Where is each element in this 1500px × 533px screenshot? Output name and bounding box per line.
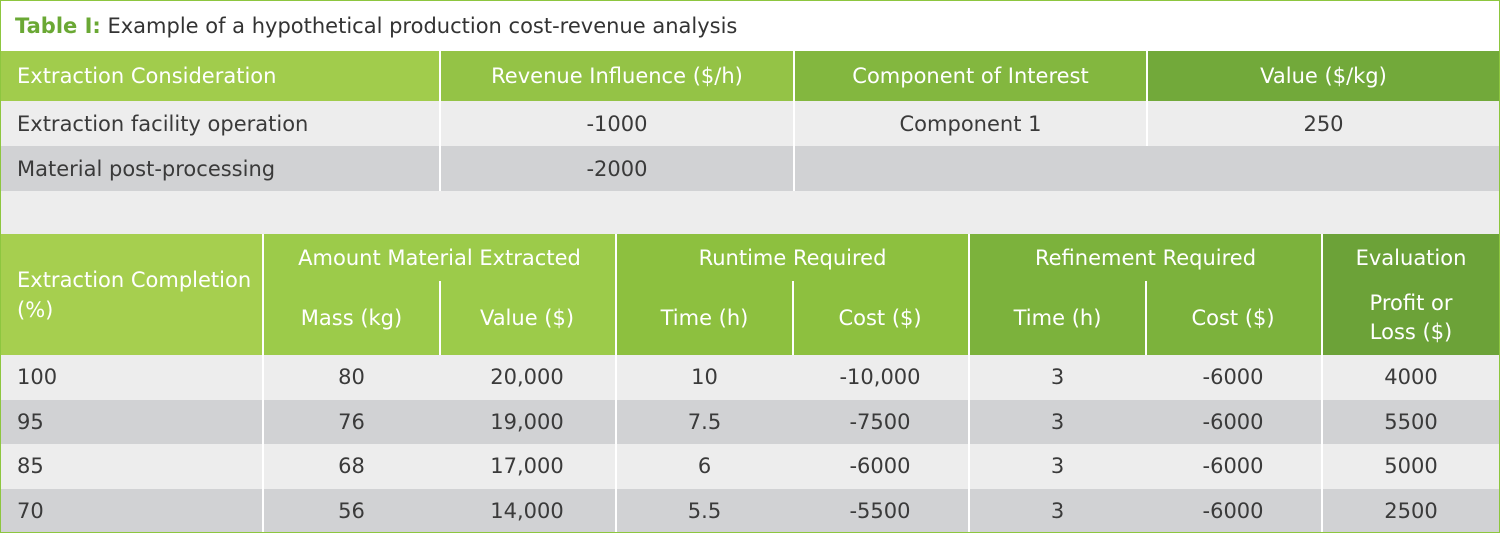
table-cell: -10,000	[792, 355, 971, 400]
column-header: Value ($)	[439, 281, 617, 355]
column-header: Cost ($)	[792, 281, 971, 355]
column-header: Extraction Completion (%)	[1, 234, 264, 355]
caption-label: Table I:	[15, 14, 101, 38]
table-cell: 6	[616, 444, 792, 489]
table-cell: -6000	[1145, 488, 1324, 532]
table-cell: 17,000	[439, 444, 617, 489]
table-cell: Material post-processing	[1, 146, 441, 191]
column-header: Mass (kg)	[263, 281, 439, 355]
table-cell: 2500	[1322, 488, 1499, 532]
table-cell: 20,000	[439, 355, 617, 400]
table-cell: Extraction facility operation	[1, 101, 441, 146]
table-row: 85 68 17,000 6 -6000 3 -6000 5000	[1, 444, 1499, 489]
table-cell: 3	[969, 355, 1146, 400]
column-header: Time (h)	[616, 281, 792, 355]
table-cell: 5.5	[616, 488, 792, 532]
spacer-cell	[1, 191, 1499, 235]
table-cell: 76	[263, 399, 439, 444]
spacer-row	[1, 191, 1499, 235]
table-cell: 95	[1, 399, 264, 444]
table-cell: -6000	[792, 444, 971, 489]
column-header: Profit or Loss ($)	[1322, 281, 1499, 355]
table-row: 95 76 19,000 7.5 -7500 3 -6000 5500	[1, 399, 1499, 444]
table-cell: -2000	[440, 146, 795, 191]
caption-text: Example of a hypothetical production cos…	[107, 14, 738, 38]
table-cell	[794, 146, 1499, 191]
group-header: Amount Material Extracted	[263, 234, 617, 281]
group-header: Refinement Required	[969, 234, 1324, 281]
table-cell: 56	[263, 488, 439, 532]
column-header: Revenue Influence ($/h)	[440, 51, 795, 101]
table-cell: 10	[616, 355, 792, 400]
evaluation-table: Extraction Completion (%) Amount Materia…	[1, 234, 1499, 532]
table-header-row: Extraction Consideration Revenue Influen…	[1, 51, 1499, 101]
table-cell: -5500	[792, 488, 971, 532]
column-header: Component of Interest	[794, 51, 1148, 101]
table-row: 70 56 14,000 5.5 -5500 3 -6000 2500	[1, 488, 1499, 532]
group-header: Runtime Required	[616, 234, 971, 281]
table-cell: 7.5	[616, 399, 792, 444]
table-cell: -6000	[1145, 444, 1324, 489]
column-header: Extraction Consideration	[1, 51, 441, 101]
table-cell: 250	[1147, 101, 1499, 146]
table-caption: Table I: Example of a hypothetical produ…	[15, 11, 737, 41]
table-cell: 14,000	[439, 488, 617, 532]
table-cell: 3	[969, 444, 1146, 489]
table-cell: 80	[263, 355, 439, 400]
column-header: Cost ($)	[1145, 281, 1324, 355]
table-cell: -6000	[1145, 355, 1324, 400]
table-cell: 85	[1, 444, 264, 489]
table-group-header-row: Extraction Completion (%) Amount Materia…	[1, 234, 1499, 355]
table-row: 100 80 20,000 10 -10,000 3 -6000 4000	[1, 355, 1499, 400]
table-cell: 4000	[1322, 355, 1499, 400]
table-cell: -1000	[440, 101, 795, 146]
table-cell: 5000	[1322, 444, 1499, 489]
table-subheader-row: Mass (kg) Value ($) Time (h) Cost ($) Ti…	[1, 281, 1499, 355]
table-cell: -6000	[1145, 399, 1324, 444]
table-cell: 70	[1, 488, 264, 532]
table-row: Material post-processing -2000	[1, 146, 1499, 191]
table-cell: 5500	[1322, 399, 1499, 444]
table-cell: 100	[1, 355, 264, 400]
table-cell: 19,000	[439, 399, 617, 444]
consideration-table: Extraction Consideration Revenue Influen…	[1, 51, 1499, 235]
column-header: Value ($/kg)	[1147, 51, 1499, 101]
table-cell: Component 1	[794, 101, 1148, 146]
column-header: Time (h)	[969, 281, 1146, 355]
table-cell: 3	[969, 399, 1146, 444]
group-header: Evaluation	[1322, 234, 1499, 281]
table-cell: -7500	[792, 399, 971, 444]
table-cell: 3	[969, 488, 1146, 532]
table-cell: 68	[263, 444, 439, 489]
table-row: Extraction facility operation -1000 Comp…	[1, 101, 1499, 146]
